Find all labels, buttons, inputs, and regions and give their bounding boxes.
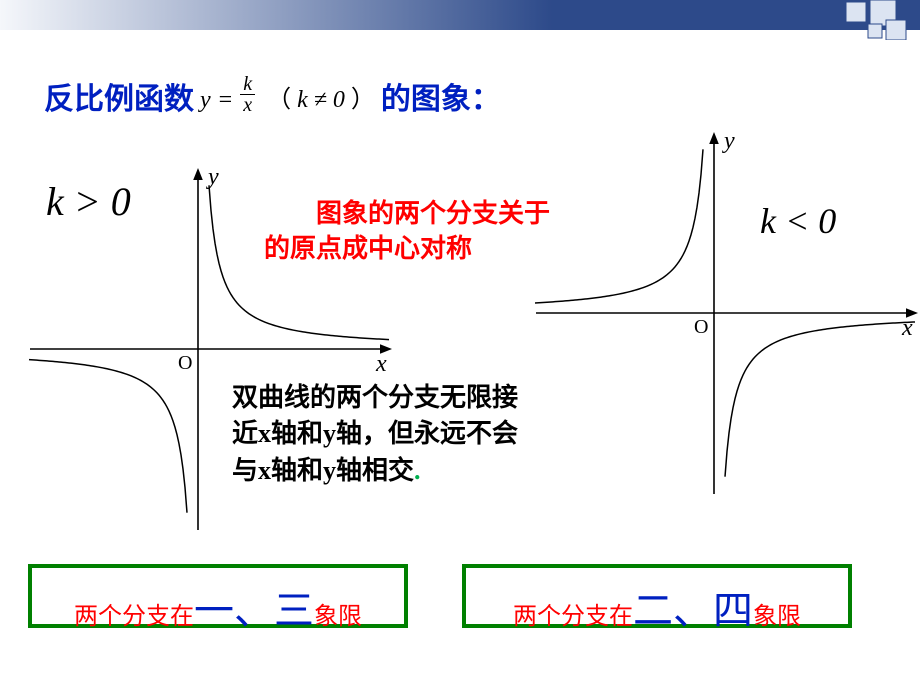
- svg-text:x: x: [375, 351, 387, 377]
- svg-text:y: y: [206, 166, 219, 190]
- asymptote-note-dot: .: [414, 456, 421, 485]
- title-part2: 的图象：: [381, 74, 501, 118]
- header-bar: [0, 0, 920, 40]
- quadrant-box-right-big: 二、四: [633, 578, 753, 636]
- formula-k: k: [240, 74, 255, 95]
- quadrant-box-left-big: 一、三: [194, 578, 314, 636]
- formula: y = k x （ k ≠ 0 ）: [200, 79, 375, 122]
- svg-text:O: O: [178, 352, 192, 374]
- paren-open: （: [267, 87, 291, 113]
- chart-k-positive: y x O: [24, 166, 394, 536]
- chart-k-negative-svg: y x O: [530, 130, 920, 500]
- formula-fraction: k x: [240, 74, 255, 115]
- quadrant-box-left: 两个分支在 一、三 象限: [28, 564, 408, 628]
- title-part1: 反比例函数: [44, 74, 194, 118]
- quadrant-box-left-post: 象限: [314, 596, 362, 631]
- title-row: 反比例函数 y = k x （ k ≠ 0 ） 的图象：: [44, 74, 501, 118]
- svg-text:x: x: [901, 315, 913, 341]
- chart-k-positive-svg: y x O: [24, 166, 394, 536]
- quadrant-box-left-pre: 两个分支在: [74, 596, 194, 631]
- chart-k-negative: y x O: [530, 130, 920, 500]
- formula-x: x: [240, 95, 255, 115]
- quadrant-box-right: 两个分支在 二、四 象限: [462, 564, 852, 628]
- paren-close: ）: [351, 87, 375, 113]
- svg-text:O: O: [694, 316, 708, 338]
- k-neq-0: k ≠ 0: [297, 87, 345, 113]
- svg-text:y: y: [722, 130, 735, 154]
- formula-y: y: [200, 87, 211, 113]
- quadrant-box-right-post: 象限: [753, 596, 801, 631]
- formula-eq: =: [219, 87, 233, 113]
- quadrant-box-right-pre: 两个分支在: [513, 596, 633, 631]
